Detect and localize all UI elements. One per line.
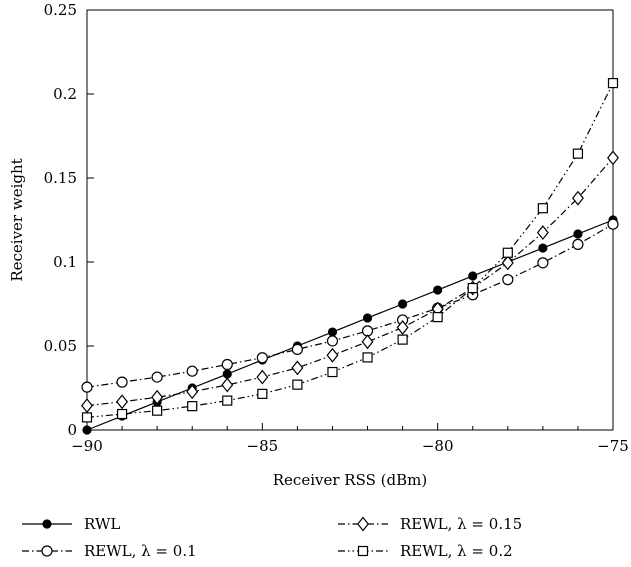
data-point	[571, 190, 584, 206]
data-point	[81, 381, 93, 393]
data-point	[82, 425, 92, 435]
data-point	[607, 77, 619, 89]
data-point	[257, 388, 268, 399]
data-point	[536, 225, 549, 241]
x-tick-label: −75	[597, 437, 629, 455]
series-layer	[81, 77, 619, 435]
series-line	[86, 223, 614, 388]
legend-label: RWL	[84, 515, 120, 533]
data-point	[326, 335, 339, 347]
series-0	[82, 215, 618, 435]
data-point	[221, 358, 233, 371]
data-point	[327, 327, 338, 337]
data-point	[221, 377, 234, 393]
data-point	[537, 203, 548, 214]
y-tick-label: 0.2	[53, 85, 77, 103]
data-point	[537, 257, 549, 269]
legend-label: REWL, λ = 0.15	[400, 515, 522, 533]
data-point	[327, 366, 338, 378]
data-point	[151, 371, 163, 383]
series-line	[86, 157, 614, 407]
data-point	[502, 274, 514, 286]
y-tick-label: 0	[67, 421, 77, 439]
data-point	[151, 389, 164, 405]
x-tick-label: −85	[247, 437, 279, 455]
series-2	[81, 150, 619, 414]
legend-label: REWL, λ = 0.1	[84, 542, 197, 560]
data-point	[186, 365, 198, 377]
data-point	[432, 312, 443, 323]
legend-marker	[357, 516, 369, 532]
data-point	[396, 320, 409, 335]
data-point	[501, 255, 514, 271]
data-point	[502, 247, 513, 258]
data-point	[572, 238, 584, 250]
data-point	[467, 282, 478, 294]
legend-marker	[357, 545, 369, 557]
series-line	[86, 219, 614, 431]
y-tick-label: 0.25	[44, 1, 77, 19]
data-point	[573, 229, 583, 239]
y-tick-label: 0.05	[44, 337, 77, 355]
axes: −90 −85 −80 −75 0 0.05 0.1 0.15 0.2 0.25 Receive…	[8, 1, 629, 489]
data-point	[222, 395, 233, 406]
data-point	[256, 369, 269, 385]
x-axis-label: Receiver RSS (dBm)	[273, 471, 427, 489]
legend: RWL REWL, λ = 0.1 REWL, λ = 0.15 REWL, λ = …	[22, 515, 522, 560]
data-point	[398, 299, 408, 309]
data-point	[362, 313, 373, 323]
data-point	[116, 376, 128, 388]
data-point	[186, 384, 199, 400]
data-point	[538, 243, 548, 253]
data-point	[468, 271, 478, 281]
legend-marker	[42, 519, 52, 529]
data-point	[81, 398, 93, 414]
series-3	[81, 77, 619, 423]
series-line	[86, 82, 614, 418]
x-tick-label: −80	[422, 437, 454, 455]
y-tick-label: 0.1	[53, 253, 77, 271]
legend-label: REWL, λ = 0.2	[400, 542, 513, 560]
data-point	[326, 347, 339, 363]
plot-frame	[86, 9, 614, 431]
data-point	[291, 343, 303, 355]
y-axis-label: Receiver weight	[8, 158, 26, 281]
legend-entry: REWL, λ = 0.1	[22, 542, 197, 560]
data-point	[152, 405, 163, 416]
y-tick-label: 0.15	[44, 169, 77, 187]
data-point	[397, 334, 408, 345]
data-point	[607, 218, 619, 230]
series-1	[81, 218, 619, 393]
legend-entry: REWL, λ = 0.2	[338, 542, 513, 560]
data-point	[292, 379, 303, 390]
data-point	[362, 352, 373, 363]
x-tick-label: −90	[71, 437, 103, 455]
data-point	[116, 408, 128, 420]
data-point	[81, 412, 93, 423]
data-point	[361, 334, 374, 350]
y-axis-ticks: 0 0.05 0.1 0.15 0.2 0.25	[44, 1, 94, 439]
data-point	[116, 394, 129, 410]
data-point	[222, 369, 232, 379]
data-point	[607, 150, 619, 166]
legend-marker	[41, 545, 53, 557]
legend-entry: RWL	[22, 515, 120, 533]
data-point	[291, 360, 304, 376]
data-point	[572, 148, 584, 159]
data-point	[187, 401, 198, 412]
x-axis-ticks: −90 −85 −80 −75	[71, 423, 629, 455]
data-point	[256, 352, 268, 364]
legend-entry: REWL, λ = 0.15	[338, 515, 522, 533]
data-point	[433, 285, 443, 295]
